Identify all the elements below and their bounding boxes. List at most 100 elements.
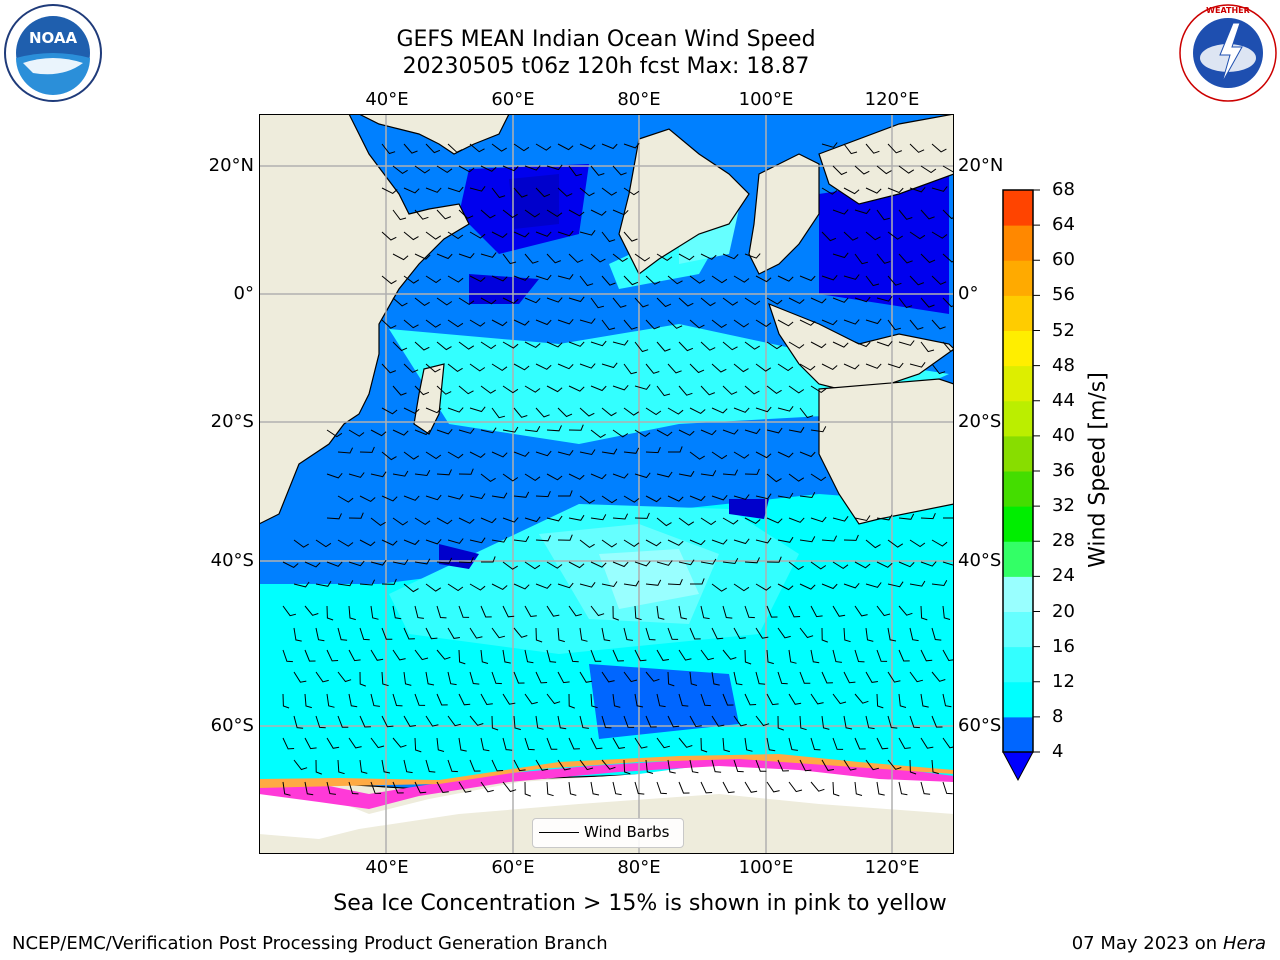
- wind-barb: [425, 319, 441, 328]
- wind-barb: [524, 385, 541, 393]
- wind-barb: [480, 427, 497, 434]
- wind-barb: [590, 561, 607, 568]
- wind-barb: [590, 649, 602, 662]
- wind-barb: [623, 447, 640, 454]
- wind-barb: [425, 671, 435, 686]
- wind-barb: [315, 580, 332, 587]
- wind-barb: [854, 737, 866, 750]
- wind-barb: [381, 231, 397, 241]
- wind-barb: [612, 693, 621, 708]
- wind-barb: [711, 451, 728, 460]
- wind-barb: [788, 385, 805, 394]
- wind-barbs: [282, 142, 954, 797]
- wind-barb: [623, 275, 639, 286]
- wind-barb: [293, 715, 304, 729]
- wind-barb: [667, 319, 683, 329]
- wind-barb: [568, 424, 584, 431]
- wind-barb: [887, 143, 902, 154]
- wind-barb: [293, 539, 309, 548]
- wind-barb: [601, 407, 617, 417]
- nws-logo: WEATHER: [1179, 4, 1277, 102]
- wind-barb: [931, 759, 939, 775]
- wind-barb: [392, 470, 409, 477]
- wind-barb: [337, 539, 354, 547]
- wind-barb: [590, 340, 607, 347]
- wind-barb: [447, 319, 464, 328]
- wind-barb: [568, 561, 585, 569]
- wind-barb: [733, 407, 750, 413]
- wind-barb: [447, 715, 462, 727]
- wind-barb: [832, 516, 849, 522]
- wind-barb: [513, 319, 530, 326]
- wind-barb: [315, 627, 325, 642]
- wind-barb: [711, 494, 728, 501]
- wind-barb: [436, 469, 452, 476]
- wind-barb: [535, 363, 552, 370]
- wind-barb: [612, 513, 629, 520]
- wind-barb: [667, 759, 676, 774]
- wind-barb: [414, 469, 431, 477]
- colorbar-segment: [1003, 716, 1033, 753]
- wind-barb: [282, 649, 293, 663]
- wind-barb: [832, 693, 847, 705]
- wind-barb: [656, 649, 669, 661]
- footer-date-text: 07 May 2023 on: [1071, 933, 1218, 954]
- wind-barb: [491, 492, 508, 499]
- wind-barb: [942, 561, 954, 566]
- wind-barb: [645, 275, 661, 285]
- wind-barb: [502, 517, 519, 523]
- wind-barb: [348, 781, 359, 795]
- wind-barb: [502, 426, 519, 433]
- wind-barb: [414, 341, 430, 351]
- wind-barb: [392, 429, 409, 436]
- wind-barb: [480, 693, 493, 706]
- colorbar-segment: [1003, 611, 1033, 648]
- wind-barb: [579, 318, 596, 324]
- wind-barb: [414, 209, 429, 220]
- wind-barb: [777, 492, 794, 499]
- wind-barb: [370, 560, 387, 566]
- wind-barb: [755, 759, 767, 772]
- wind-barb: [392, 737, 407, 748]
- wind-barb: [458, 781, 472, 793]
- wind-barb: [425, 451, 442, 460]
- wind-barb: [370, 693, 380, 707]
- wind-barb: [678, 470, 695, 477]
- colorbar-segment: [1003, 330, 1033, 367]
- wind-barb: [359, 579, 376, 586]
- wind-barb: [909, 759, 917, 775]
- wind-barb: [326, 649, 339, 662]
- wind-barb: [546, 693, 561, 705]
- wind-barb: [359, 715, 371, 728]
- wind-barb: [700, 385, 715, 396]
- wind-barb: [502, 605, 515, 618]
- wind-barb: [843, 534, 859, 541]
- wind-barb: [414, 558, 431, 565]
- wind-barb: [854, 253, 869, 265]
- colorbar-segment: [1003, 260, 1033, 296]
- wind-barb: [656, 429, 673, 437]
- wind-barb: [425, 494, 442, 501]
- wind-barb: [931, 231, 948, 239]
- wind-barb: [513, 583, 530, 590]
- wind-barb: [832, 561, 849, 570]
- wind-barb: [678, 693, 689, 707]
- colorbar-segment: [1003, 400, 1033, 437]
- wind-barb: [689, 539, 706, 546]
- wind-barb: [623, 627, 633, 641]
- wind-barb: [535, 671, 548, 684]
- wind-barb: [348, 737, 362, 749]
- colorbar-tick-label: 20: [1052, 600, 1075, 622]
- wind-barb: [535, 274, 552, 281]
- wind-barb: [392, 517, 409, 526]
- wind-barb: [623, 187, 640, 196]
- wind-barb: [656, 737, 671, 749]
- wind-barb: [436, 605, 447, 619]
- wind-barb: [898, 693, 907, 708]
- wind-barb: [304, 737, 317, 750]
- wind-barb: [832, 165, 848, 176]
- wind-barb: [799, 491, 816, 499]
- wind-barb: [920, 737, 934, 749]
- wind-barb: [744, 341, 760, 350]
- wind-barb: [392, 781, 404, 794]
